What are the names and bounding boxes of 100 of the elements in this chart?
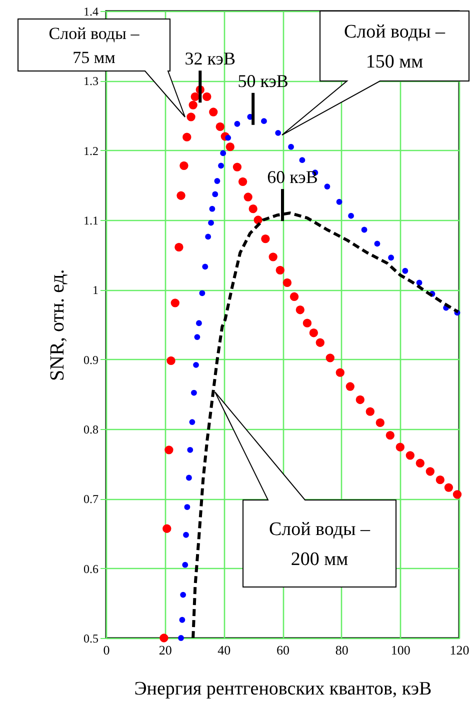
point <box>220 150 226 156</box>
point <box>218 162 224 169</box>
point <box>186 112 196 122</box>
point <box>162 524 172 533</box>
point <box>193 362 199 368</box>
point <box>191 390 197 396</box>
point <box>374 240 380 247</box>
point <box>324 184 330 190</box>
annotation: Слой воды – 150 мм <box>344 22 446 73</box>
point <box>212 191 218 198</box>
point <box>406 451 414 460</box>
x-tick-label: 120 <box>450 642 470 658</box>
point <box>182 132 192 142</box>
y-tick-label: 1.3 <box>84 74 98 88</box>
point <box>248 204 258 214</box>
point <box>183 532 189 538</box>
annotation: Слой воды – 200 мм <box>268 519 371 570</box>
y-tick-label: 0.7 <box>84 492 98 506</box>
point <box>386 430 394 440</box>
point <box>174 242 184 252</box>
point <box>205 234 212 240</box>
y-tick-label: 0.6 <box>84 562 98 576</box>
point <box>346 382 354 391</box>
point <box>361 226 368 233</box>
point <box>416 458 424 468</box>
point <box>199 290 206 296</box>
annotation: Слой воды – 75 мм <box>48 24 140 67</box>
point <box>202 92 212 102</box>
point <box>261 118 267 124</box>
point <box>336 368 344 377</box>
point <box>180 161 188 170</box>
point <box>275 130 282 136</box>
point <box>186 474 192 481</box>
point <box>225 134 232 141</box>
point <box>194 334 200 340</box>
point <box>416 280 422 286</box>
point <box>402 268 408 274</box>
point <box>176 191 186 200</box>
point <box>299 157 306 164</box>
y-axis-title: SNR, отн. ед. <box>46 269 68 381</box>
point <box>316 338 324 347</box>
y-tick-label: 1.2 <box>84 144 98 158</box>
point <box>179 616 186 623</box>
point <box>216 122 224 131</box>
x-tick-label: 40 <box>218 642 231 658</box>
x-tick-label: 80 <box>335 642 348 658</box>
point <box>209 108 218 116</box>
point <box>196 320 202 326</box>
point <box>209 206 216 212</box>
point <box>178 635 184 641</box>
point <box>426 467 434 476</box>
point <box>182 562 188 568</box>
point <box>244 192 252 202</box>
point <box>388 254 394 261</box>
point <box>268 252 278 262</box>
point <box>208 220 214 226</box>
y-tick-label: 0.5 <box>84 632 98 646</box>
point <box>170 298 180 308</box>
point <box>232 162 242 172</box>
point <box>254 216 262 224</box>
point <box>226 142 234 152</box>
point <box>376 418 384 428</box>
point <box>444 483 454 492</box>
point <box>326 354 334 362</box>
y-tick-label: 1.4 <box>84 4 98 18</box>
y-tick-label: 1.1 <box>84 214 98 228</box>
point <box>202 264 208 270</box>
point <box>396 442 404 452</box>
y-tick-label: 1 <box>92 283 98 298</box>
y-tick-label: 0.9 <box>84 352 98 367</box>
y-tick-label: 0.8 <box>84 422 98 436</box>
point <box>180 592 186 598</box>
point <box>290 292 299 301</box>
point <box>164 446 174 454</box>
point <box>336 198 342 205</box>
point <box>366 407 374 416</box>
point <box>166 356 176 366</box>
point <box>309 328 318 338</box>
x-tick-label: 20 <box>158 642 172 658</box>
point <box>187 446 194 453</box>
point <box>296 306 304 314</box>
x-axis-title: Энергия рентгеновских квантов, кэВ <box>134 678 432 700</box>
point <box>348 212 354 219</box>
point <box>288 144 294 150</box>
point <box>276 266 284 274</box>
x-tick-label: 100 <box>390 642 410 658</box>
point <box>214 178 220 184</box>
point <box>261 234 270 244</box>
point <box>436 476 445 484</box>
point <box>188 100 198 110</box>
point <box>234 120 240 127</box>
x-tick-label: 0 <box>103 642 110 658</box>
point <box>452 490 462 499</box>
point <box>189 419 196 425</box>
point <box>282 278 292 288</box>
point <box>302 318 312 328</box>
point <box>160 634 168 642</box>
point <box>184 504 190 510</box>
point <box>356 395 364 404</box>
point <box>190 92 200 102</box>
